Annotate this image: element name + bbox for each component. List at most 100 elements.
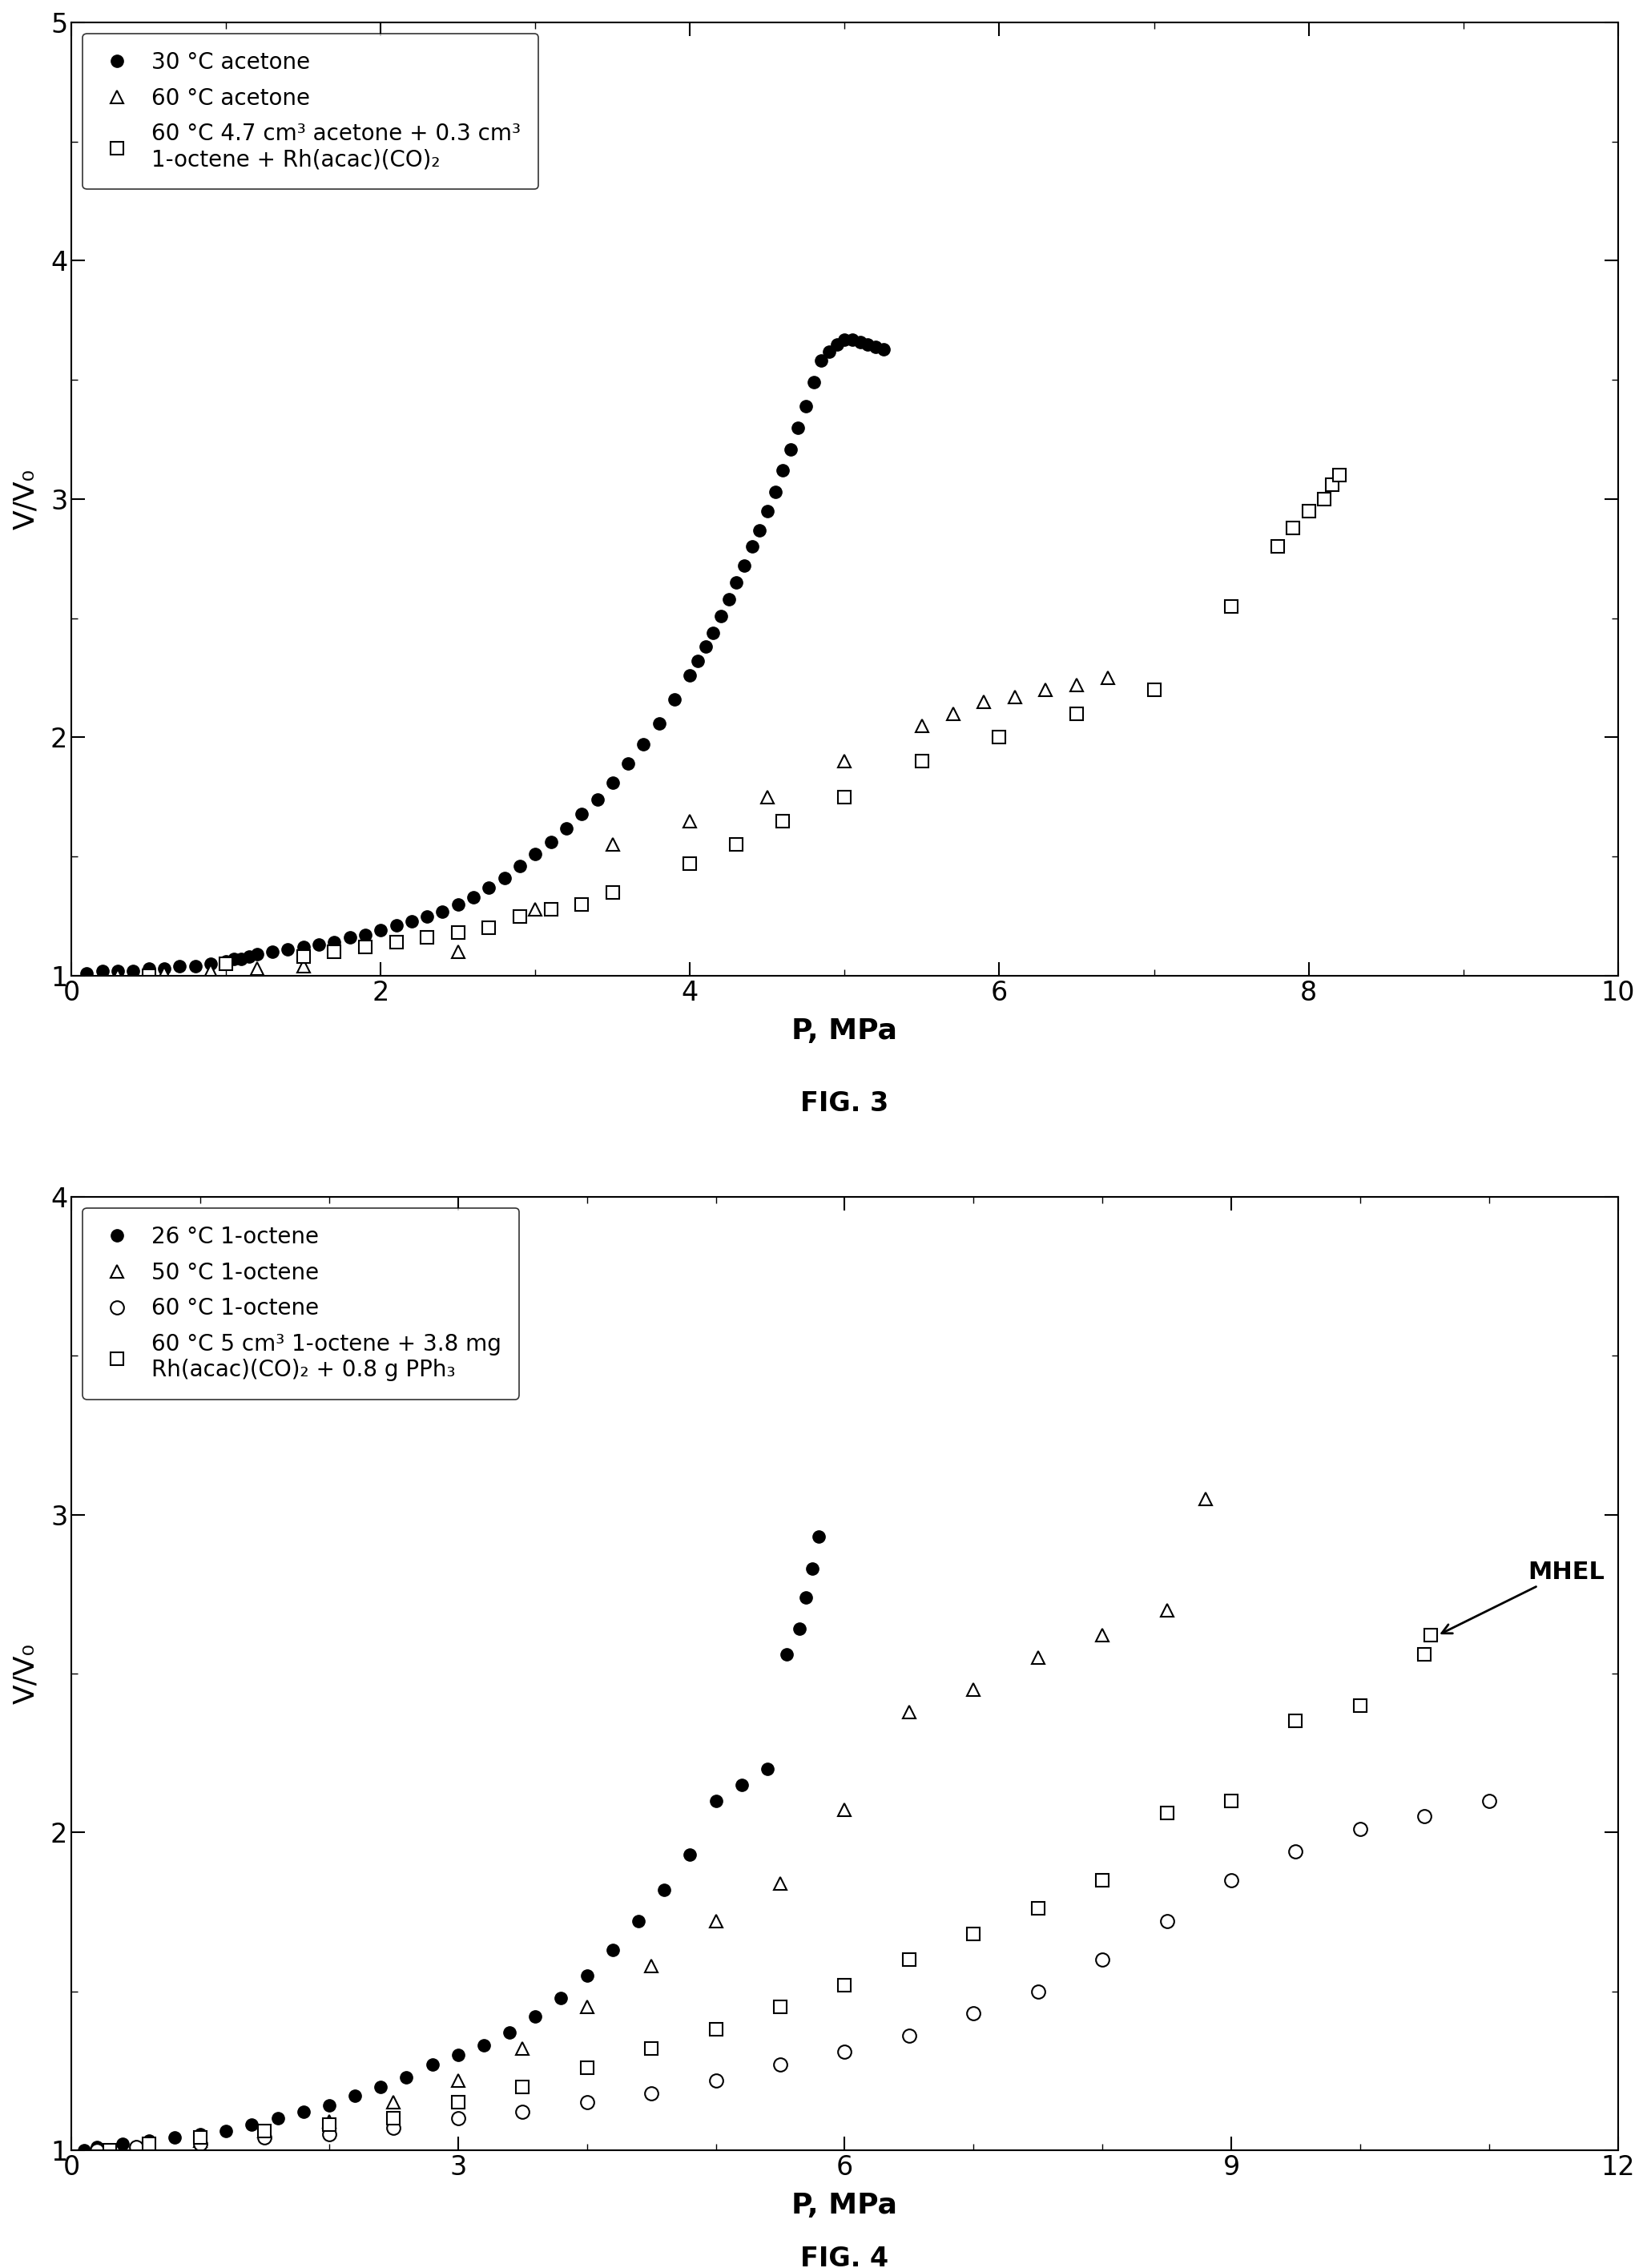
26 °C 1-octene	[268, 2105, 288, 2132]
60 °C 4.7 cm³ acetone + 0.3 cm³
1-octene + Rh(acac)(CO)₂	[1067, 701, 1087, 728]
60 °C 4.7 cm³ acetone + 0.3 cm³
1-octene + Rh(acac)(CO)₂	[387, 930, 407, 957]
50 °C 1-octene	[1196, 1486, 1215, 1513]
60 °C 4.7 cm³ acetone + 0.3 cm³
1-octene + Rh(acac)(CO)₂	[293, 943, 313, 971]
Text: FIG. 4: FIG. 4	[800, 2245, 889, 2268]
50 °C 1-octene	[384, 2089, 404, 2116]
Line: 60 °C 1-octene: 60 °C 1-octene	[91, 1794, 1495, 2157]
60 °C acetone	[525, 896, 545, 923]
60 °C 5 cm³ 1-octene + 3.8 mg
Rh(acac)(CO)₂ + 0.8 g PPh₃	[1351, 1692, 1370, 1719]
60 °C acetone	[201, 957, 221, 984]
26 °C 1-octene	[87, 2134, 107, 2161]
50 °C 1-octene	[771, 1869, 791, 1896]
Line: 60 °C acetone: 60 °C acetone	[110, 671, 1115, 982]
60 °C 5 cm³ 1-octene + 3.8 mg
Rh(acac)(CO)₂ + 0.8 g PPh₃	[1092, 1867, 1112, 1894]
60 °C 4.7 cm³ acetone + 0.3 cm³
1-octene + Rh(acac)(CO)₂	[1283, 515, 1303, 542]
26 °C 1-octene	[731, 1771, 751, 1799]
50 °C 1-octene	[191, 2127, 211, 2155]
60 °C 4.7 cm³ acetone + 0.3 cm³
1-octene + Rh(acac)(CO)₂	[1314, 485, 1334, 513]
30 °C acetone	[463, 885, 483, 912]
60 °C 4.7 cm³ acetone + 0.3 cm³
1-octene + Rh(acac)(CO)₂	[1329, 463, 1349, 490]
60 °C 1-octene	[87, 2136, 107, 2164]
60 °C acetone	[758, 782, 777, 810]
26 °C 1-octene	[74, 2136, 94, 2164]
50 °C 1-octene	[641, 1953, 660, 1980]
60 °C 5 cm³ 1-octene + 3.8 mg
Rh(acac)(CO)₂ + 0.8 g PPh₃	[138, 2130, 158, 2157]
X-axis label: P, MPa: P, MPa	[792, 2191, 898, 2218]
Line: 60 °C 5 cm³ 1-octene + 3.8 mg
Rh(acac)(CO)₂ + 0.8 g PPh₃: 60 °C 5 cm³ 1-octene + 3.8 mg Rh(acac)(C…	[104, 1628, 1438, 2157]
60 °C 5 cm³ 1-octene + 3.8 mg
Rh(acac)(CO)₂ + 0.8 g PPh₃	[1415, 1640, 1435, 1667]
60 °C 4.7 cm³ acetone + 0.3 cm³
1-octene + Rh(acac)(CO)₂	[680, 850, 700, 878]
Line: 60 °C 4.7 cm³ acetone + 0.3 cm³
1-octene + Rh(acac)(CO)₂: 60 °C 4.7 cm³ acetone + 0.3 cm³ 1-octene…	[142, 469, 1346, 982]
60 °C 4.7 cm³ acetone + 0.3 cm³
1-octene + Rh(acac)(CO)₂	[990, 723, 1010, 751]
30 °C acetone	[77, 959, 97, 987]
Legend: 30 °C acetone, 60 °C acetone, 60 °C 4.7 cm³ acetone + 0.3 cm³
1-octene + Rh(acac: 30 °C acetone, 60 °C acetone, 60 °C 4.7 …	[82, 34, 539, 188]
60 °C acetone	[1005, 683, 1024, 710]
60 °C 1-octene	[1351, 1817, 1370, 1844]
26 °C 1-octene	[576, 1962, 596, 1989]
30 °C acetone	[201, 950, 221, 978]
60 °C 1-octene	[771, 2050, 791, 2077]
50 °C 1-octene	[1156, 1597, 1176, 1624]
60 °C acetone	[835, 748, 855, 776]
30 °C acetone	[835, 327, 855, 354]
50 °C 1-octene	[835, 1796, 855, 1823]
26 °C 1-octene	[114, 2130, 133, 2157]
60 °C 4.7 cm³ acetone + 0.3 cm³
1-octene + Rh(acac)(CO)₂	[572, 891, 591, 919]
26 °C 1-octene	[448, 2041, 468, 2068]
26 °C 1-octene	[707, 1787, 726, 1814]
50 °C 1-octene	[576, 1994, 596, 2021]
50 °C 1-octene	[899, 1699, 919, 1726]
60 °C 5 cm³ 1-octene + 3.8 mg
Rh(acac)(CO)₂ + 0.8 g PPh₃	[899, 1946, 919, 1973]
Text: FIG. 3: FIG. 3	[800, 1091, 889, 1116]
60 °C 1-octene	[1479, 1787, 1499, 1814]
60 °C 1-octene	[899, 2023, 919, 2050]
60 °C 4.7 cm³ acetone + 0.3 cm³
1-octene + Rh(acac)(CO)₂	[356, 934, 376, 962]
Line: 30 °C acetone: 30 °C acetone	[81, 333, 889, 980]
50 °C 1-octene	[1092, 1622, 1112, 1649]
30 °C acetone	[224, 946, 244, 973]
26 °C 1-octene	[758, 1755, 777, 1783]
60 °C acetone	[973, 687, 993, 714]
60 °C 1-octene	[384, 2114, 404, 2141]
Line: 26 °C 1-octene: 26 °C 1-octene	[77, 1531, 825, 2157]
60 °C 5 cm³ 1-octene + 3.8 mg
Rh(acac)(CO)₂ + 0.8 g PPh₃	[448, 2089, 468, 2116]
26 °C 1-octene	[603, 1937, 623, 1964]
50 °C 1-octene	[963, 1676, 983, 1703]
26 °C 1-octene	[552, 1984, 572, 2012]
50 °C 1-octene	[320, 2107, 339, 2134]
60 °C 4.7 cm³ acetone + 0.3 cm³
1-octene + Rh(acac)(CO)₂	[772, 807, 792, 835]
26 °C 1-octene	[654, 1876, 674, 1903]
60 °C acetone	[680, 807, 700, 835]
60 °C 5 cm³ 1-octene + 3.8 mg
Rh(acac)(CO)₂ + 0.8 g PPh₃	[641, 2034, 660, 2062]
50 °C 1-octene	[87, 2136, 107, 2164]
26 °C 1-octene	[216, 2118, 236, 2146]
60 °C 5 cm³ 1-octene + 3.8 mg
Rh(acac)(CO)₂ + 0.8 g PPh₃	[835, 1971, 855, 1998]
60 °C 4.7 cm³ acetone + 0.3 cm³
1-octene + Rh(acac)(CO)₂	[138, 962, 158, 989]
60 °C 5 cm³ 1-octene + 3.8 mg
Rh(acac)(CO)₂ + 0.8 g PPh₃	[1286, 1708, 1306, 1735]
50 °C 1-octene	[448, 2066, 468, 2093]
26 °C 1-octene	[629, 1907, 649, 1935]
60 °C 5 cm³ 1-octene + 3.8 mg
Rh(acac)(CO)₂ + 0.8 g PPh₃	[512, 2073, 532, 2100]
Line: 50 °C 1-octene: 50 °C 1-octene	[91, 1492, 1212, 2157]
26 °C 1-octene	[293, 2098, 313, 2125]
60 °C 1-octene	[1028, 1978, 1047, 2005]
26 °C 1-octene	[422, 2050, 441, 2077]
60 °C 1-octene	[1092, 1946, 1112, 1973]
60 °C acetone	[448, 939, 468, 966]
60 °C 4.7 cm³ acetone + 0.3 cm³
1-octene + Rh(acac)(CO)₂	[540, 896, 560, 923]
60 °C 1-octene	[576, 2089, 596, 2116]
60 °C acetone	[1097, 665, 1117, 692]
60 °C 1-octene	[1222, 1867, 1242, 1894]
60 °C 5 cm³ 1-octene + 3.8 mg
Rh(acac)(CO)₂ + 0.8 g PPh₃	[320, 2112, 339, 2139]
60 °C 1-octene	[191, 2130, 211, 2157]
26 °C 1-octene	[344, 2082, 364, 2109]
60 °C 4.7 cm³ acetone + 0.3 cm³
1-octene + Rh(acac)(CO)₂	[1323, 472, 1342, 499]
26 °C 1-octene	[809, 1524, 828, 1551]
50 °C 1-octene	[707, 1907, 726, 1935]
60 °C 1-octene	[1286, 1837, 1306, 1864]
50 °C 1-octene	[512, 2034, 532, 2062]
26 °C 1-octene	[165, 2123, 184, 2150]
60 °C 5 cm³ 1-octene + 3.8 mg
Rh(acac)(CO)₂ + 0.8 g PPh₃	[707, 2016, 726, 2043]
X-axis label: P, MPa: P, MPa	[792, 1016, 898, 1046]
60 °C 4.7 cm³ acetone + 0.3 cm³
1-octene + Rh(acac)(CO)₂	[835, 782, 855, 810]
